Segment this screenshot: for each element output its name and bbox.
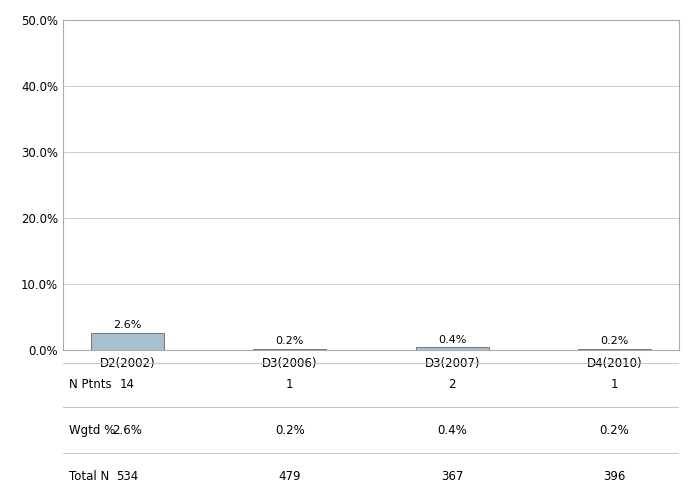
Text: 0.2%: 0.2% xyxy=(276,336,304,346)
Bar xyxy=(416,348,489,350)
Text: 0.4%: 0.4% xyxy=(438,334,466,344)
Text: 0.4%: 0.4% xyxy=(438,424,467,436)
Text: 396: 396 xyxy=(603,470,626,482)
Text: 534: 534 xyxy=(116,470,139,482)
Text: 0.2%: 0.2% xyxy=(275,424,304,436)
Text: 367: 367 xyxy=(441,470,463,482)
Text: Wgtd %: Wgtd % xyxy=(69,424,116,436)
Bar xyxy=(578,348,651,350)
Text: 1: 1 xyxy=(610,378,618,391)
Text: 2: 2 xyxy=(449,378,456,391)
Text: 0.2%: 0.2% xyxy=(601,336,629,346)
Bar xyxy=(253,348,326,350)
Bar xyxy=(91,333,164,350)
Text: 2.6%: 2.6% xyxy=(113,424,143,436)
Text: 0.2%: 0.2% xyxy=(600,424,629,436)
Text: 479: 479 xyxy=(279,470,301,482)
Text: 1: 1 xyxy=(286,378,293,391)
Text: 2.6%: 2.6% xyxy=(113,320,141,330)
Text: 14: 14 xyxy=(120,378,135,391)
Text: Total N: Total N xyxy=(69,470,109,482)
Text: N Ptnts: N Ptnts xyxy=(69,378,112,391)
